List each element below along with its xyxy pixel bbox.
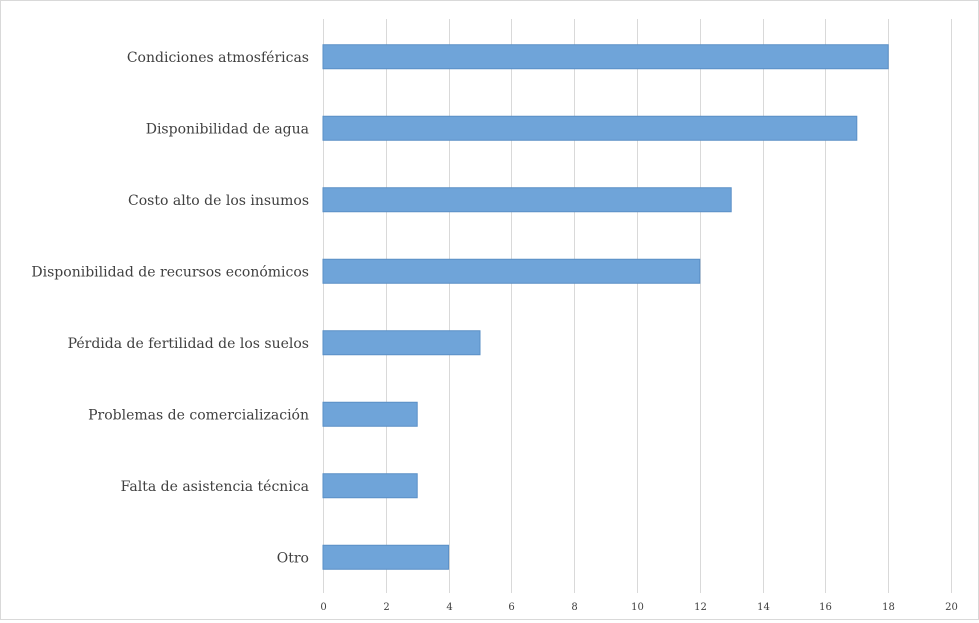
category-label: Disponibilidad de recursos económicos [31,264,309,280]
bars [322,44,889,570]
x-tick-label: 14 [757,602,770,613]
category-label: Otro [277,550,309,566]
bar-7 [322,544,450,570]
x-tick-label: 8 [571,602,577,613]
bar-0 [322,44,889,70]
x-tick-label: 0 [320,602,326,613]
category-label: Problemas de comercialización [88,407,309,423]
category-labels: Condiciones atmosféricas Disponibilidad d… [31,50,309,567]
bar-6 [322,473,418,499]
bar-3 [322,258,701,284]
category-label: Condiciones atmosféricas [127,50,309,66]
bar-2 [322,187,732,213]
bar-4 [322,330,481,356]
x-tick-labels: 0 2 4 6 8 10 12 14 16 18 20 [320,602,958,613]
bar-1 [322,115,858,141]
bar-5 [322,401,418,427]
category-label: Falta de asistencia técnica [121,479,309,495]
x-tick-label: 4 [446,602,452,613]
gridlines [323,19,952,593]
x-tick-label: 16 [819,602,832,613]
x-tick-label: 10 [631,602,644,613]
x-tick-label: 6 [508,602,514,613]
category-label: Costo alto de los insumos [128,193,309,209]
x-tick-label: 20 [945,602,958,613]
x-tick-label: 12 [694,602,707,613]
x-tick-label: 18 [882,602,895,613]
category-label: Disponibilidad de agua [146,121,309,137]
x-tick-label: 2 [383,602,389,613]
category-label: Pérdida de fertilidad de los suelos [68,336,309,352]
